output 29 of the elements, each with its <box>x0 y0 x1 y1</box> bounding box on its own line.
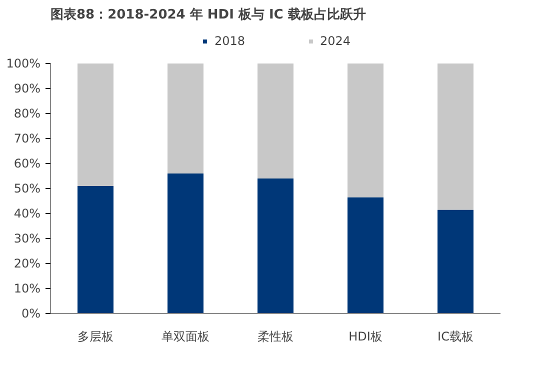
legend-label: 2018 <box>214 34 245 48</box>
bar <box>348 197 384 314</box>
bar <box>168 174 204 314</box>
y-tick-label: 0% <box>21 306 41 320</box>
y-tick-label: 70% <box>14 132 40 146</box>
y-tick-label: 50% <box>14 182 40 196</box>
x-tick-label: 单双面板 <box>162 330 210 344</box>
y-tick-label: 90% <box>14 82 40 96</box>
bar <box>258 178 294 314</box>
x-tick-label: 多层板 <box>78 330 114 344</box>
x-tick-label: HDI板 <box>348 330 382 344</box>
x-tick-label: IC载板 <box>438 330 474 344</box>
y-tick-label: 20% <box>14 256 40 270</box>
y-tick-label: 40% <box>14 206 40 220</box>
y-tick-label: 60% <box>14 156 40 170</box>
bar <box>348 64 384 198</box>
bar <box>78 64 114 186</box>
bar <box>438 210 474 314</box>
y-tick-label: 80% <box>14 106 40 120</box>
x-tick-label: 柔性板 <box>258 330 294 344</box>
y-tick-label: 30% <box>14 232 40 246</box>
bar <box>438 64 474 210</box>
legend-label: 2024 <box>320 34 351 48</box>
bar <box>78 186 114 314</box>
bar <box>258 64 294 178</box>
chart-title: 图表88：2018-2024 年 HDI 板与 IC 载板占比跃升 <box>50 6 366 22</box>
bar <box>168 64 204 174</box>
y-tick-label: 100% <box>6 56 41 70</box>
y-tick-label: 10% <box>14 282 40 296</box>
